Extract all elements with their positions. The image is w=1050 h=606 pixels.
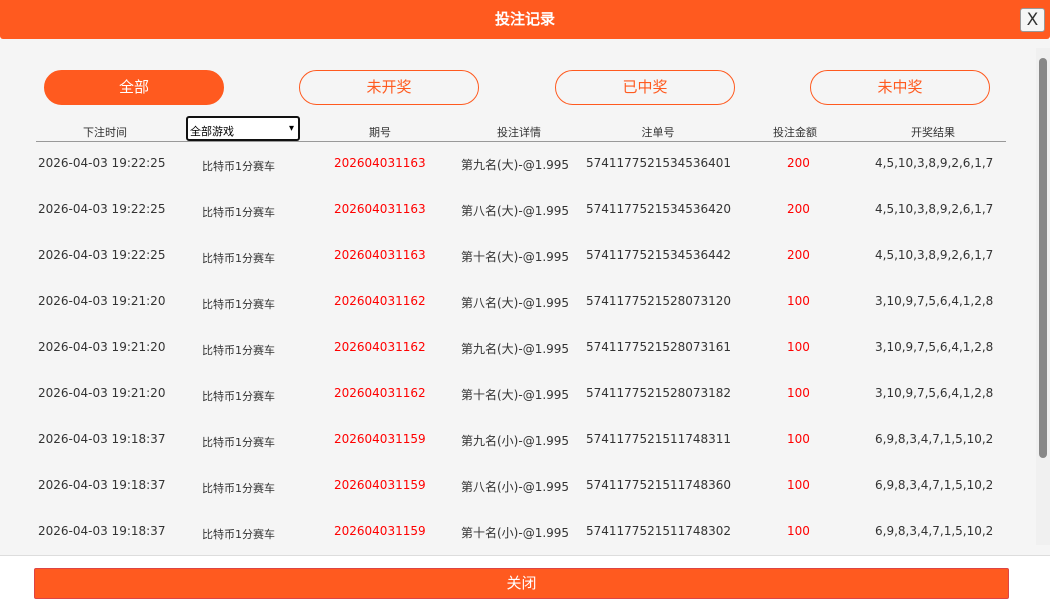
row-time: 2026-04-03 19:22:25 [38, 156, 166, 170]
dialog-title-bar: 投注记录 X [0, 0, 1050, 39]
table-row: 2026-04-03 19:18:37 比特币1分赛车 202604031159 第九… [0, 432, 1036, 478]
row-game: 比特币1分赛车 [202, 482, 275, 495]
row-time: 2026-04-03 19:22:25 [38, 202, 166, 216]
col-amount: 投注金额 [773, 126, 817, 139]
row-detail: 第九名(小)-@1.995 [461, 434, 570, 448]
row-issue: 202604031162 [334, 386, 426, 400]
row-time: 2026-04-03 19:21:20 [38, 294, 166, 308]
row-issue: 202604031162 [334, 294, 426, 308]
col-issue: 期号 [369, 126, 391, 139]
col-time: 下注时间 [83, 126, 127, 139]
row-issue: 202604031159 [334, 478, 426, 492]
row-amount: 100 [787, 386, 810, 400]
row-order: 5741177521534536401 [586, 156, 732, 170]
table-row: 2026-04-03 19:21:20 比特币1分赛车 202604031162 第八… [0, 294, 1036, 340]
row-amount: 100 [787, 524, 810, 538]
scrollbar[interactable] [1036, 48, 1050, 545]
row-time: 2026-04-03 19:18:37 [38, 432, 166, 446]
row-detail: 第十名(大)-@1.995 [461, 250, 570, 264]
row-time: 2026-04-03 19:21:20 [38, 386, 166, 400]
row-amount: 100 [787, 478, 810, 492]
table-row: 2026-04-03 19:21:20 比特币1分赛车 202604031162 第九… [0, 340, 1036, 386]
row-game: 比特币1分赛车 [202, 252, 275, 265]
col-result: 开奖结果 [911, 126, 955, 139]
game-filter-select[interactable]: 全部游戏 ▾ [186, 116, 300, 141]
row-time: 2026-04-03 19:18:37 [38, 524, 166, 538]
row-issue: 202604031159 [334, 524, 426, 538]
row-detail: 第十名(大)-@1.995 [461, 388, 570, 402]
row-game: 比特币1分赛车 [202, 160, 275, 173]
chevron-down-icon: ▾ [288, 123, 294, 134]
row-result: 4,5,10,3,8,9,2,6,1,7 [875, 156, 994, 170]
row-game: 比特币1分赛车 [202, 344, 275, 357]
row-issue: 202604031163 [334, 156, 426, 170]
row-issue: 202604031162 [334, 340, 426, 354]
row-amount: 100 [787, 432, 810, 446]
row-game: 比特币1分赛车 [202, 298, 275, 311]
row-game: 比特币1分赛车 [202, 390, 275, 403]
row-amount: 100 [787, 340, 810, 354]
col-order: 注单号 [641, 126, 675, 139]
row-detail: 第十名(小)-@1.995 [461, 526, 570, 540]
row-order: 5741177521511748311 [586, 432, 732, 446]
row-time: 2026-04-03 19:22:25 [38, 248, 166, 262]
tab-won[interactable]: 已中奖 [555, 70, 735, 105]
row-issue: 202604031163 [334, 248, 426, 262]
row-issue: 202604031163 [334, 202, 426, 216]
row-result: 6,9,8,3,4,7,1,5,10,2 [875, 432, 994, 446]
row-order: 5741177521534536442 [586, 248, 732, 262]
game-filter-value: 全部游戏 [190, 125, 234, 138]
dialog-footer: 关闭 [0, 555, 1050, 606]
table-row: 2026-04-03 19:22:25 比特币1分赛车 202604031163 第八… [0, 202, 1036, 248]
close-x-button[interactable]: X [1020, 8, 1045, 32]
row-order: 5741177521528073161 [586, 340, 732, 354]
table-row: 2026-04-03 19:22:25 比特币1分赛车 202604031163 第九… [0, 156, 1036, 202]
row-result: 3,10,9,7,5,6,4,1,2,8 [875, 340, 994, 354]
tab-lost[interactable]: 未中奖 [810, 70, 990, 105]
table-row: 2026-04-03 19:18:37 比特币1分赛车 202604031159 第十… [0, 524, 1036, 555]
row-game: 比特币1分赛车 [202, 206, 275, 219]
table-header: 下注时间 全部游戏 ▾ 期号 投注详情 注单号 投注金额 开奖结果 [36, 116, 1006, 142]
row-result: 4,5,10,3,8,9,2,6,1,7 [875, 202, 994, 216]
scrollbar-thumb[interactable] [1039, 58, 1047, 458]
row-order: 5741177521511748360 [586, 478, 732, 492]
row-order: 5741177521528073120 [586, 294, 732, 308]
row-game: 比特币1分赛车 [202, 436, 275, 449]
row-detail: 第九名(大)-@1.995 [461, 342, 570, 356]
close-button[interactable]: 关闭 [34, 568, 1009, 599]
row-detail: 第九名(大)-@1.995 [461, 158, 570, 172]
table-row: 2026-04-03 19:21:20 比特币1分赛车 202604031162 第十… [0, 386, 1036, 432]
row-order: 5741177521534536420 [586, 202, 732, 216]
dialog-body: 全部 未开奖 已中奖 未中奖 下注时间 全部游戏 ▾ 期号 投注详情 注单号 投注… [0, 39, 1050, 555]
row-result: 6,9,8,3,4,7,1,5,10,2 [875, 478, 994, 492]
row-result: 6,9,8,3,4,7,1,5,10,2 [875, 524, 994, 538]
row-detail: 第八名(大)-@1.995 [461, 204, 570, 218]
col-detail: 投注详情 [497, 126, 541, 139]
row-amount: 200 [787, 156, 810, 170]
row-time: 2026-04-03 19:18:37 [38, 478, 166, 492]
row-result: 4,5,10,3,8,9,2,6,1,7 [875, 248, 994, 262]
row-time: 2026-04-03 19:21:20 [38, 340, 166, 354]
row-amount: 100 [787, 294, 810, 308]
row-result: 3,10,9,7,5,6,4,1,2,8 [875, 294, 994, 308]
row-order: 5741177521511748302 [586, 524, 732, 538]
row-result: 3,10,9,7,5,6,4,1,2,8 [875, 386, 994, 400]
table-row: 2026-04-03 19:18:37 比特币1分赛车 202604031159 第八… [0, 478, 1036, 524]
table-row: 2026-04-03 19:22:25 比特币1分赛车 202604031163 第十… [0, 248, 1036, 294]
row-detail: 第八名(小)-@1.995 [461, 480, 570, 494]
tab-pending[interactable]: 未开奖 [299, 70, 479, 105]
row-order: 5741177521528073182 [586, 386, 732, 400]
row-amount: 200 [787, 248, 810, 262]
row-amount: 200 [787, 202, 810, 216]
row-game: 比特币1分赛车 [202, 528, 275, 541]
row-issue: 202604031159 [334, 432, 426, 446]
row-detail: 第八名(大)-@1.995 [461, 296, 570, 310]
dialog-title: 投注记录 [494, 10, 555, 28]
tab-all[interactable]: 全部 [44, 70, 224, 105]
